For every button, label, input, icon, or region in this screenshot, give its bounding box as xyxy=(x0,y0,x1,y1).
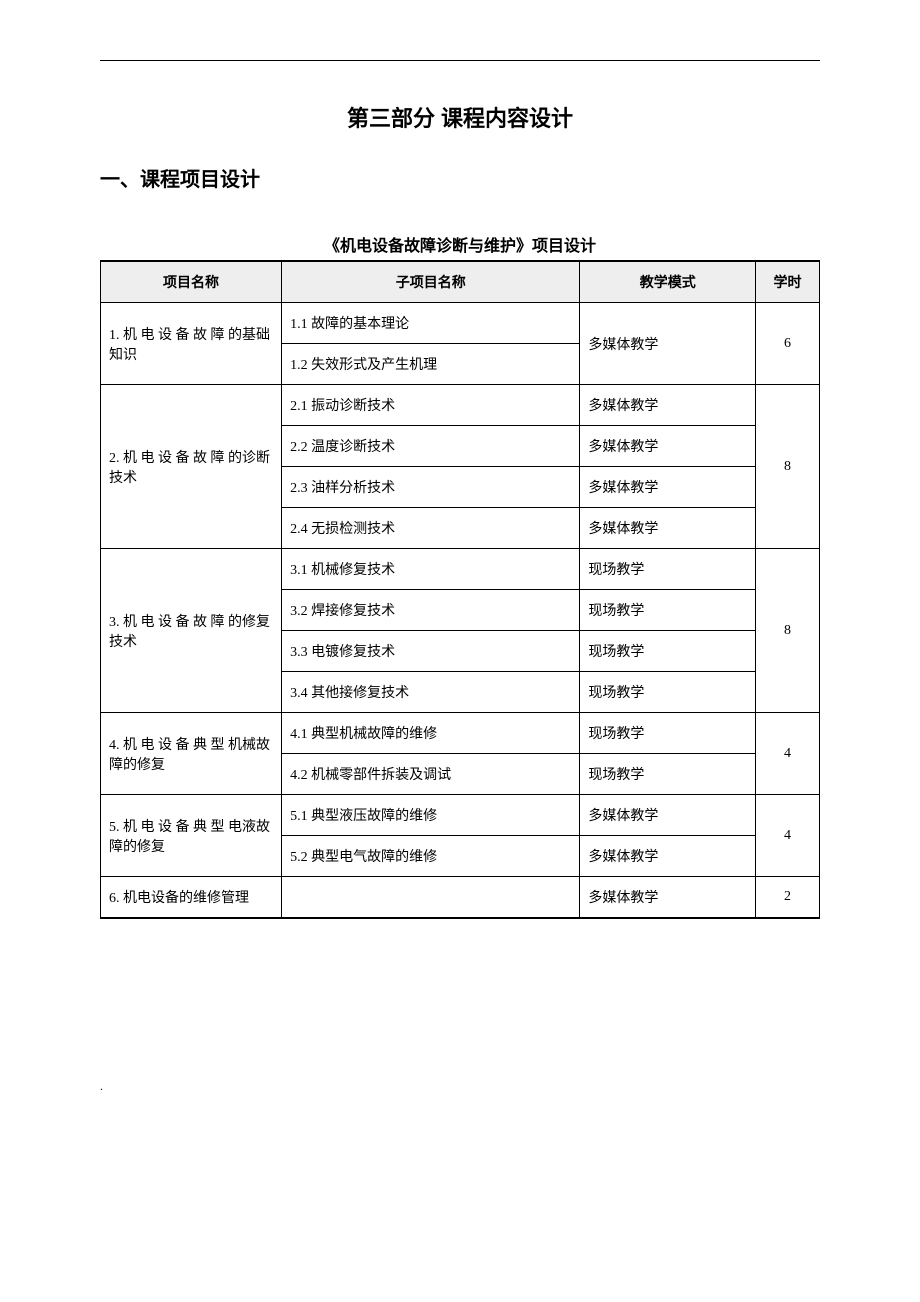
subproject-cell xyxy=(282,877,580,919)
project-name-cell: 2. 机 电 设 备 故 障 的诊断技术 xyxy=(101,385,282,549)
table-row: 5. 机 电 设 备 典 型 电液故障的修复 5.1 典型液压故障的维修 多媒体… xyxy=(101,795,820,836)
subproject-cell: 3.1 机械修复技术 xyxy=(282,549,580,590)
subproject-cell: 3.4 其他接修复技术 xyxy=(282,672,580,713)
mode-cell: 多媒体教学 xyxy=(580,795,756,836)
mode-cell: 多媒体教学 xyxy=(580,426,756,467)
table-body: 1. 机 电 设 备 故 障 的基础知识 1.1 故障的基本理论 多媒体教学 6… xyxy=(101,303,820,919)
mode-cell: 现场教学 xyxy=(580,590,756,631)
table-header-row: 项目名称 子项目名称 教学模式 学时 xyxy=(101,261,820,303)
col-header-project: 项目名称 xyxy=(101,261,282,303)
subproject-cell: 4.1 典型机械故障的维修 xyxy=(282,713,580,754)
mode-cell: 现场教学 xyxy=(580,631,756,672)
table-row: 6. 机电设备的维修管理 多媒体教学 2 xyxy=(101,877,820,919)
subproject-cell: 2.1 振动诊断技术 xyxy=(282,385,580,426)
table-row: 4. 机 电 设 备 典 型 机械故障的修复 4.1 典型机械故障的维修 现场教… xyxy=(101,713,820,754)
mode-cell: 现场教学 xyxy=(580,549,756,590)
top-horizontal-rule xyxy=(100,60,820,61)
hours-cell: 8 xyxy=(756,385,820,549)
subproject-cell: 2.2 温度诊断技术 xyxy=(282,426,580,467)
footer-dot: . xyxy=(100,1079,820,1094)
main-title: 第三部分 课程内容设计 xyxy=(100,101,820,133)
mode-cell: 多媒体教学 xyxy=(580,836,756,877)
subproject-cell: 5.1 典型液压故障的维修 xyxy=(282,795,580,836)
subproject-cell: 5.2 典型电气故障的维修 xyxy=(282,836,580,877)
mode-cell: 多媒体教学 xyxy=(580,508,756,549)
subproject-cell: 2.3 油样分析技术 xyxy=(282,467,580,508)
subproject-cell: 1.2 失效形式及产生机理 xyxy=(282,344,580,385)
project-name-cell: 6. 机电设备的维修管理 xyxy=(101,877,282,919)
hours-cell: 6 xyxy=(756,303,820,385)
mode-cell: 多媒体教学 xyxy=(580,385,756,426)
table-row: 3. 机 电 设 备 故 障 的修复技术 3.1 机械修复技术 现场教学 8 xyxy=(101,549,820,590)
project-name-cell: 5. 机 电 设 备 典 型 电液故障的修复 xyxy=(101,795,282,877)
table-title: 《机电设备故障诊断与维护》项目设计 xyxy=(100,232,820,256)
subproject-cell: 3.2 焊接修复技术 xyxy=(282,590,580,631)
subproject-cell: 3.3 电镀修复技术 xyxy=(282,631,580,672)
mode-cell: 多媒体教学 xyxy=(580,303,756,385)
table-row: 1. 机 电 设 备 故 障 的基础知识 1.1 故障的基本理论 多媒体教学 6 xyxy=(101,303,820,344)
subproject-cell: 2.4 无损检测技术 xyxy=(282,508,580,549)
hours-cell: 4 xyxy=(756,713,820,795)
section-title: 一、课程项目设计 xyxy=(100,163,820,192)
hours-cell: 4 xyxy=(756,795,820,877)
mode-cell: 多媒体教学 xyxy=(580,467,756,508)
project-name-cell: 1. 机 电 设 备 故 障 的基础知识 xyxy=(101,303,282,385)
course-design-table: 项目名称 子项目名称 教学模式 学时 1. 机 电 设 备 故 障 的基础知识 … xyxy=(100,260,820,919)
hours-cell: 2 xyxy=(756,877,820,919)
project-name-cell: 4. 机 电 设 备 典 型 机械故障的修复 xyxy=(101,713,282,795)
subproject-cell: 1.1 故障的基本理论 xyxy=(282,303,580,344)
table-row: 2. 机 电 设 备 故 障 的诊断技术 2.1 振动诊断技术 多媒体教学 8 xyxy=(101,385,820,426)
document-page: 第三部分 课程内容设计 一、课程项目设计 《机电设备故障诊断与维护》项目设计 项… xyxy=(0,0,920,1154)
col-header-mode: 教学模式 xyxy=(580,261,756,303)
mode-cell: 现场教学 xyxy=(580,713,756,754)
mode-cell: 多媒体教学 xyxy=(580,877,756,919)
mode-cell: 现场教学 xyxy=(580,754,756,795)
col-header-hours: 学时 xyxy=(756,261,820,303)
hours-cell: 8 xyxy=(756,549,820,713)
col-header-subproject: 子项目名称 xyxy=(282,261,580,303)
project-name-cell: 3. 机 电 设 备 故 障 的修复技术 xyxy=(101,549,282,713)
subproject-cell: 4.2 机械零部件拆装及调试 xyxy=(282,754,580,795)
mode-cell: 现场教学 xyxy=(580,672,756,713)
